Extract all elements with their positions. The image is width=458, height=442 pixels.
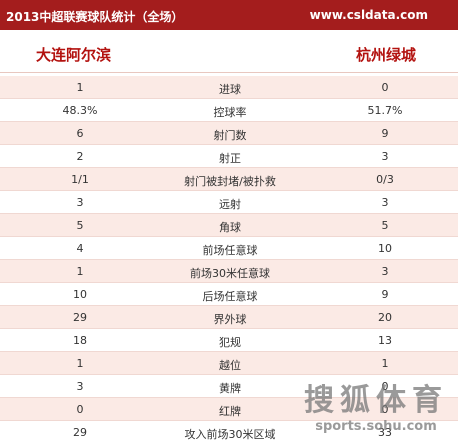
stat-row: 48.3% 控球率 51.7% bbox=[0, 99, 458, 122]
stat-row: 1 进球 0 bbox=[0, 76, 458, 99]
away-value: 0 bbox=[381, 403, 389, 416]
away-team: 杭州绿城 bbox=[355, 46, 416, 64]
stat-name: 射门被封堵/被扑救 bbox=[184, 175, 276, 188]
home-value: 4 bbox=[76, 242, 84, 255]
away-value: 0 bbox=[381, 81, 389, 94]
home-value: 48.3% bbox=[62, 104, 98, 117]
away-value: 0/3 bbox=[376, 173, 394, 186]
home-value: 1 bbox=[76, 357, 84, 370]
home-value: 6 bbox=[76, 127, 84, 140]
stat-name: 射正 bbox=[219, 152, 241, 165]
stat-row: 29 界外球 20 bbox=[0, 306, 458, 329]
stat-name: 黄牌 bbox=[219, 382, 241, 395]
away-value: 33 bbox=[378, 426, 392, 439]
home-value: 1/1 bbox=[71, 173, 89, 186]
watermark: 搜狐体育 sports.sohu.com bbox=[304, 375, 448, 434]
stats-table: 1 进球 0 48.3% 控球率 51.7% 6 射门数 9 2 射正 3 1/1 射门被封堵/被扑救 0/… bbox=[0, 76, 458, 442]
stat-row: 18 犯规 13 bbox=[0, 329, 458, 352]
stat-row: 6 射门数 9 bbox=[0, 122, 458, 145]
header-title: 2013中超联赛球队统计（全场） bbox=[6, 10, 184, 24]
watermark-logo: 搜狐体育 bbox=[304, 383, 448, 418]
away-value: 9 bbox=[381, 127, 389, 140]
stat-name: 控球率 bbox=[213, 106, 247, 119]
home-value: 2 bbox=[76, 150, 84, 163]
team-row: 大连阿尔滨 杭州绿城 bbox=[0, 30, 458, 73]
stat-name: 前场30米任意球 bbox=[190, 267, 270, 280]
away-value: 3 bbox=[381, 196, 389, 209]
away-value: 3 bbox=[381, 150, 389, 163]
away-value: 0 bbox=[381, 380, 389, 393]
home-value: 18 bbox=[73, 334, 87, 347]
stat-row: 1 前场30米任意球 3 bbox=[0, 260, 458, 283]
away-value: 1 bbox=[381, 357, 389, 370]
home-value: 29 bbox=[73, 426, 87, 439]
stat-row: 1/1 射门被封堵/被扑救 0/3 bbox=[0, 168, 458, 191]
home-value: 1 bbox=[76, 265, 84, 278]
stat-name: 犯规 bbox=[219, 336, 241, 349]
header-site: www.csldata.com bbox=[309, 8, 428, 22]
away-value: 10 bbox=[378, 242, 392, 255]
home-value: 0 bbox=[76, 403, 84, 416]
away-value: 20 bbox=[378, 311, 392, 324]
home-team: 大连阿尔滨 bbox=[36, 46, 112, 64]
away-value: 13 bbox=[378, 334, 392, 347]
watermark-url: sports.sohu.com bbox=[315, 419, 437, 434]
stat-row: 3 黄牌 0 bbox=[0, 375, 458, 398]
stat-name: 射门数 bbox=[213, 129, 247, 142]
stat-row: 29 攻入前场30米区域 33 bbox=[0, 421, 458, 442]
stat-row: 5 角球 5 bbox=[0, 214, 458, 237]
home-value: 5 bbox=[76, 219, 84, 232]
stat-name: 攻入前场30米区域 bbox=[184, 428, 276, 441]
stat-row: 1 越位 1 bbox=[0, 352, 458, 375]
stat-name: 前场任意球 bbox=[202, 244, 258, 257]
stat-row: 3 远射 3 bbox=[0, 191, 458, 214]
home-value: 1 bbox=[76, 81, 84, 94]
stat-row: 0 红牌 0 bbox=[0, 398, 458, 421]
stat-row: 4 前场任意球 10 bbox=[0, 237, 458, 260]
stat-name: 红牌 bbox=[219, 405, 241, 418]
stat-row: 10 后场任意球 9 bbox=[0, 283, 458, 306]
stat-name: 远射 bbox=[219, 198, 241, 211]
away-value: 9 bbox=[381, 288, 389, 301]
away-value: 51.7% bbox=[367, 104, 403, 117]
stat-name: 界外球 bbox=[213, 313, 247, 326]
stat-name: 后场任意球 bbox=[202, 290, 258, 303]
header: 2013中超联赛球队统计（全场） www.csldata.com bbox=[0, 0, 458, 30]
away-value: 3 bbox=[381, 265, 389, 278]
stat-row: 2 射正 3 bbox=[0, 145, 458, 168]
stat-name: 角球 bbox=[219, 221, 241, 234]
stat-name: 越位 bbox=[219, 359, 241, 372]
home-value: 3 bbox=[76, 380, 84, 393]
home-value: 3 bbox=[76, 196, 84, 209]
away-value: 5 bbox=[381, 219, 389, 232]
home-value: 29 bbox=[73, 311, 87, 324]
stat-name: 进球 bbox=[219, 83, 241, 96]
home-value: 10 bbox=[73, 288, 87, 301]
